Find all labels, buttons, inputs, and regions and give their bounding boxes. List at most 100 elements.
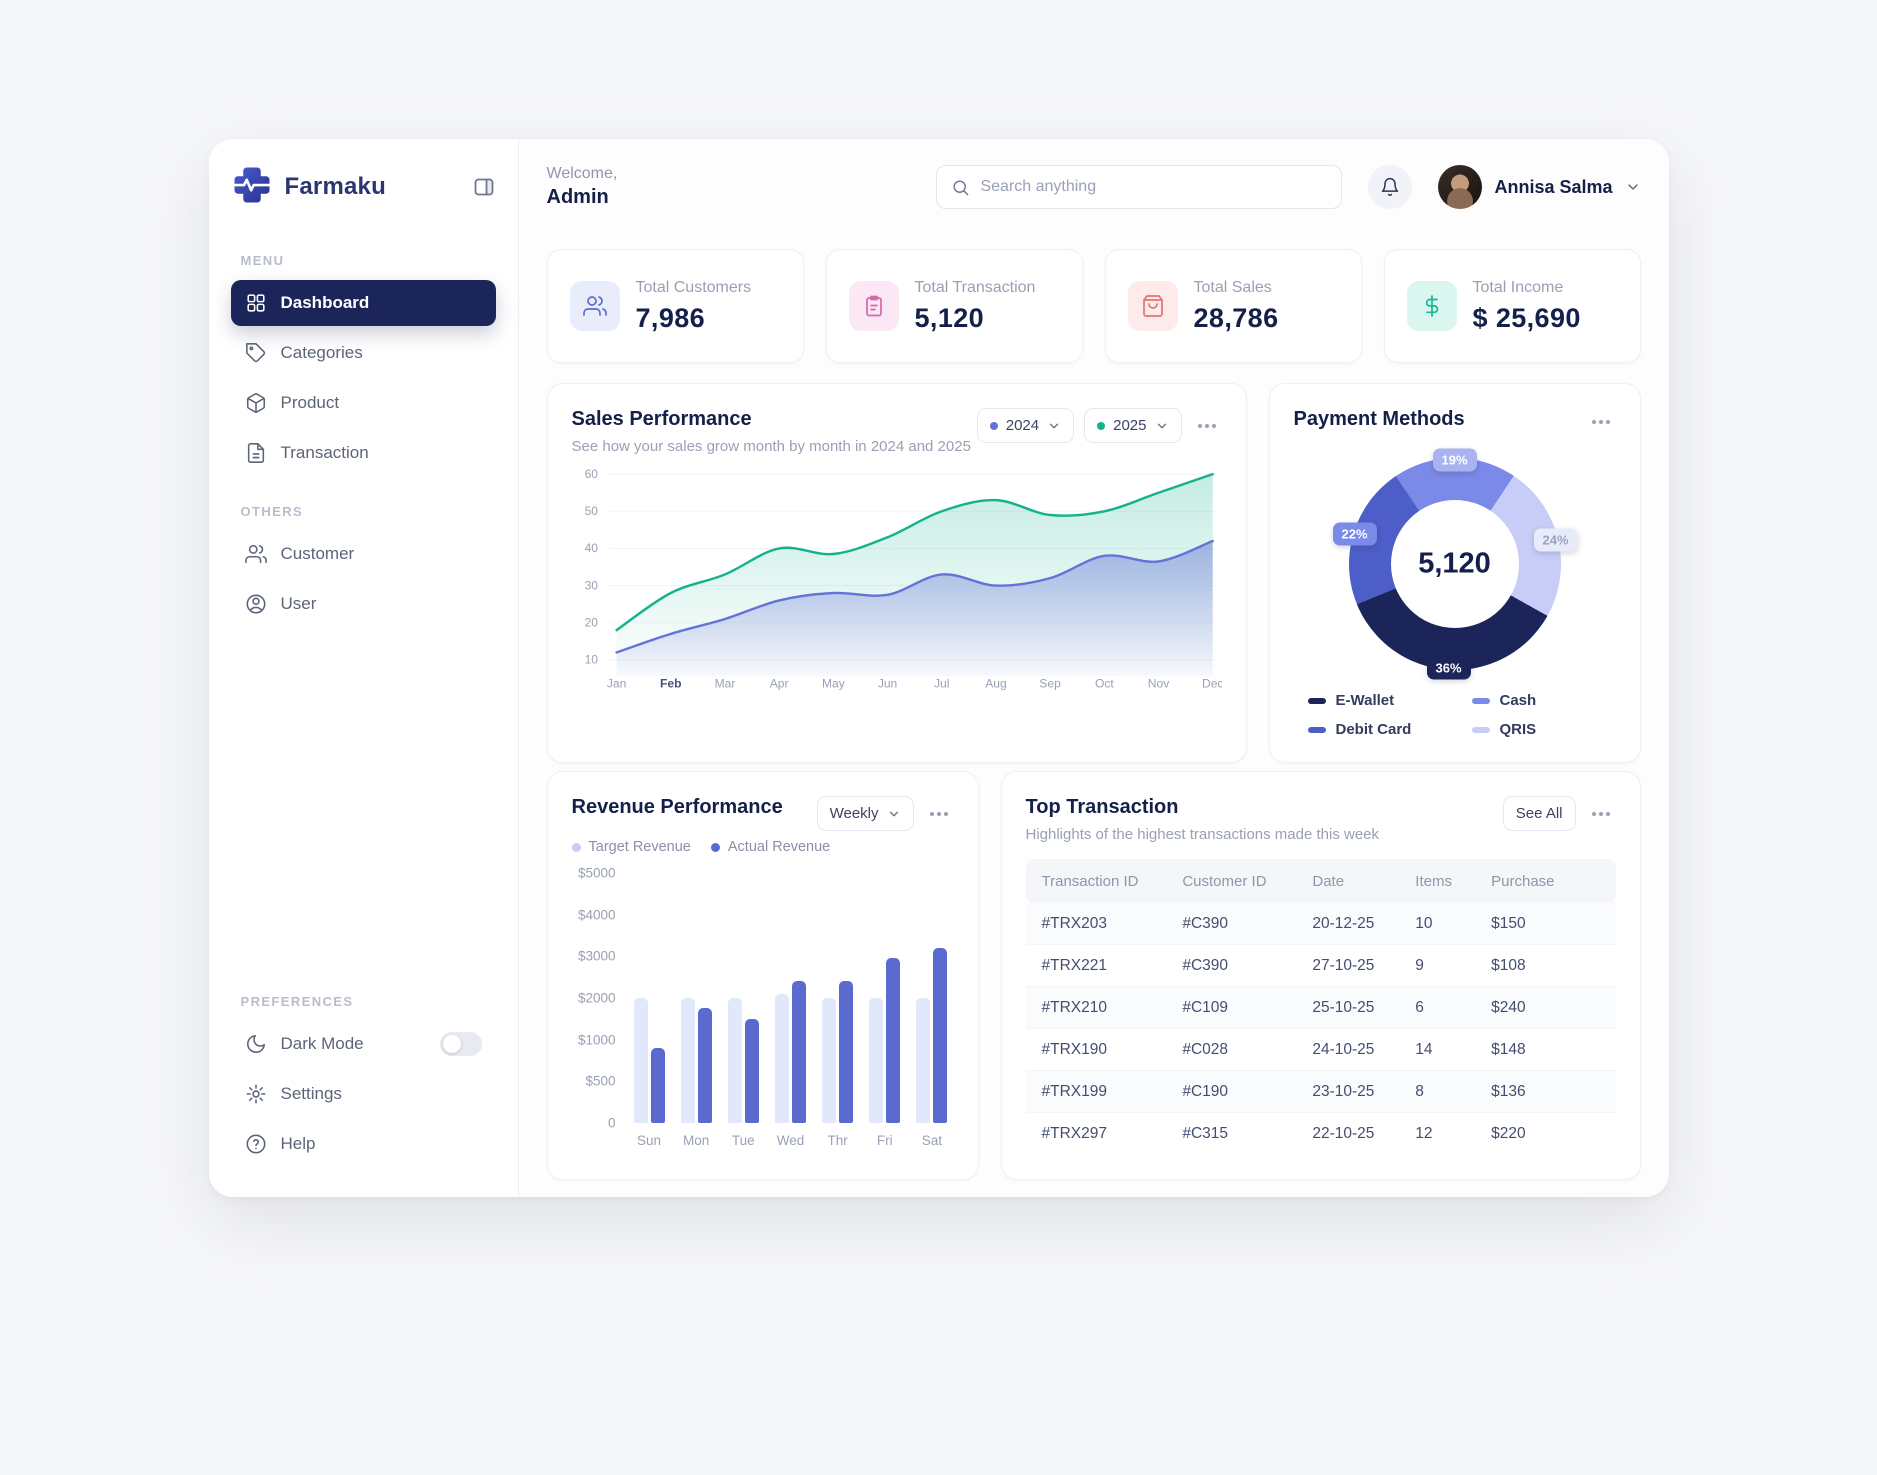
section-label: MENU [240,253,285,268]
actual-bar [650,1048,665,1123]
table-row[interactable]: #TRX203 #C390 20-12-25 10 $150 [1025,903,1616,945]
dollar-icon [1425,295,1438,317]
sidebar-item-label: User [280,594,317,613]
sidebar-header: Farmaku [231,139,496,235]
table-cell: #C315 [1182,1125,1229,1142]
table-row[interactable]: #TRX210 #C109 25-10-25 6 $240 [1025,987,1616,1029]
sidebar-item-customer[interactable]: Customer [231,531,496,577]
sidebar-toggle-icon [474,178,493,196]
table-row[interactable]: #TRX297 #C315 22-10-25 12 $220 [1026,1113,1616,1155]
revenue-more-button[interactable] [924,800,954,828]
stat-label: Total Sales [1193,278,1272,296]
sidebar-item-transaction[interactable]: Transaction [231,430,496,476]
bell-icon [1382,177,1399,197]
sidebar-item-label: Dashboard [280,293,370,312]
app-logo-icon [231,164,273,211]
table-cell: $136 [1491,1082,1526,1100]
search-box [936,165,1343,209]
donut-percent-label: 36% [1426,656,1471,680]
period-select-value: Weekly [829,805,879,822]
search-input[interactable] [980,178,1328,196]
sidebar-item-categories[interactable]: Categories [231,330,496,376]
column-header: Transaction ID [1041,872,1139,890]
payment-more-button[interactable] [1586,408,1616,436]
welcome-block: Welcome, Admin [547,165,618,209]
transactions-more-button[interactable] [1586,800,1616,828]
revenue-performance-card: Revenue Performance Weekly Target Revenu… [546,771,979,1180]
sales-more-button[interactable] [1192,412,1222,440]
gear-icon [246,1084,265,1104]
donut-percent-label: 22% [1332,522,1377,546]
stats-row: Total Customers 7,986 Total Transaction 5,1… [546,249,1641,363]
svg-text:Feb: Feb [660,677,681,691]
year-filter-2025[interactable]: 2025 [1084,408,1182,443]
app-title: Farmaku [284,173,386,200]
table-cell: 10 [1415,914,1433,932]
period-select[interactable]: Weekly [816,796,914,831]
table-cell: 24-10-25 [1312,1040,1375,1058]
stat-value: 28,786 [1193,302,1279,333]
stat-icon-sales [1127,281,1178,331]
table-cell: $148 [1491,1040,1526,1058]
y-axis-label: $500 [585,1073,616,1089]
see-all-button[interactable]: See All [1502,796,1576,831]
sidebar-item-dashboard[interactable]: Dashboard [230,280,496,326]
users-icon [582,296,607,316]
table-row[interactable]: #TRX199 #C190 23-10-25 8 $136 [1025,1071,1616,1113]
bar-group-Fri: Fri [869,873,901,1148]
role-text: Admin [546,186,609,208]
welcome-text: Welcome, [546,165,618,182]
table-cell: #C028 [1182,1040,1229,1058]
legend-swatch [1471,697,1490,704]
user-menu[interactable]: Annisa Salma [1438,165,1640,209]
sidebar-item-dark-mode[interactable]: Dark Mode [231,1021,496,1067]
sidebar-preferences: PREFERENCES Dark Mode Settings Help [231,976,496,1171]
stat-icon-transactions [848,281,899,331]
top-transaction-subtitle: Highlights of the highest transactions m… [1025,826,1380,843]
sidebar-item-label: Customer [280,544,355,563]
receipt-icon [247,443,264,463]
target-bar [680,998,695,1123]
table-cell: 14 [1415,1040,1433,1058]
sidebar-item-product[interactable]: Product [231,380,496,426]
series-dot [1097,421,1106,430]
notifications-button[interactable] [1368,165,1413,209]
top-transaction-card: Top Transaction Highlights of the highes… [1000,771,1641,1180]
main-area: Welcome, Admin Annisa Salma Total [518,139,1669,1197]
users-icon [244,544,267,564]
svg-text:Oct: Oct [1094,677,1113,691]
sidebar: Farmaku MENU Dashboard Categories Product Tr… [208,139,519,1197]
sidebar-item-user[interactable]: User [231,581,496,627]
moon-icon [246,1034,265,1053]
table-cell: 6 [1415,998,1424,1016]
svg-text:Jan: Jan [606,677,625,691]
bar-group-Thr: Thr [822,873,854,1148]
dark-mode-toggle[interactable] [439,1032,482,1056]
table-row[interactable]: #TRX221 #C390 27-10-25 9 $108 [1025,945,1616,987]
sidebar-item-help[interactable]: Help [231,1121,496,1167]
table-cell: #C390 [1182,914,1229,932]
table-cell: $220 [1491,1125,1526,1142]
svg-text:20: 20 [584,615,598,629]
transactions-table: Transaction ID Customer ID Date Items Purcha… [1025,859,1616,1155]
actual-bar [697,1008,712,1123]
donut-percent-label: 19% [1432,448,1477,472]
clipboard-icon [865,295,882,317]
table-cell: #TRX221 [1041,956,1107,974]
svg-text:10: 10 [584,653,598,667]
dashboard-content: Total Customers 7,986 Total Transaction 5,1… [519,235,1669,1197]
year-filter-2024[interactable]: 2024 [976,408,1075,443]
actual-bar [744,1019,759,1123]
y-axis-label: $5000 [577,865,616,881]
target-bar [633,998,648,1123]
column-header: Date [1312,872,1345,890]
table-row[interactable]: #TRX190 #C028 24-10-25 14 $148 [1025,1029,1616,1071]
y-axis-label: 0 [607,1115,616,1131]
sales-filters: 2024 2025 [976,408,1222,443]
sidebar-item-settings[interactable]: Settings [231,1071,496,1117]
stat-card-income: Total Income $ 25,690 [1383,249,1641,363]
svg-text:Nov: Nov [1147,677,1168,691]
stat-icon-income [1406,281,1457,331]
table-cell: 20-12-25 [1312,914,1375,932]
sidebar-collapse-button[interactable] [472,175,496,199]
